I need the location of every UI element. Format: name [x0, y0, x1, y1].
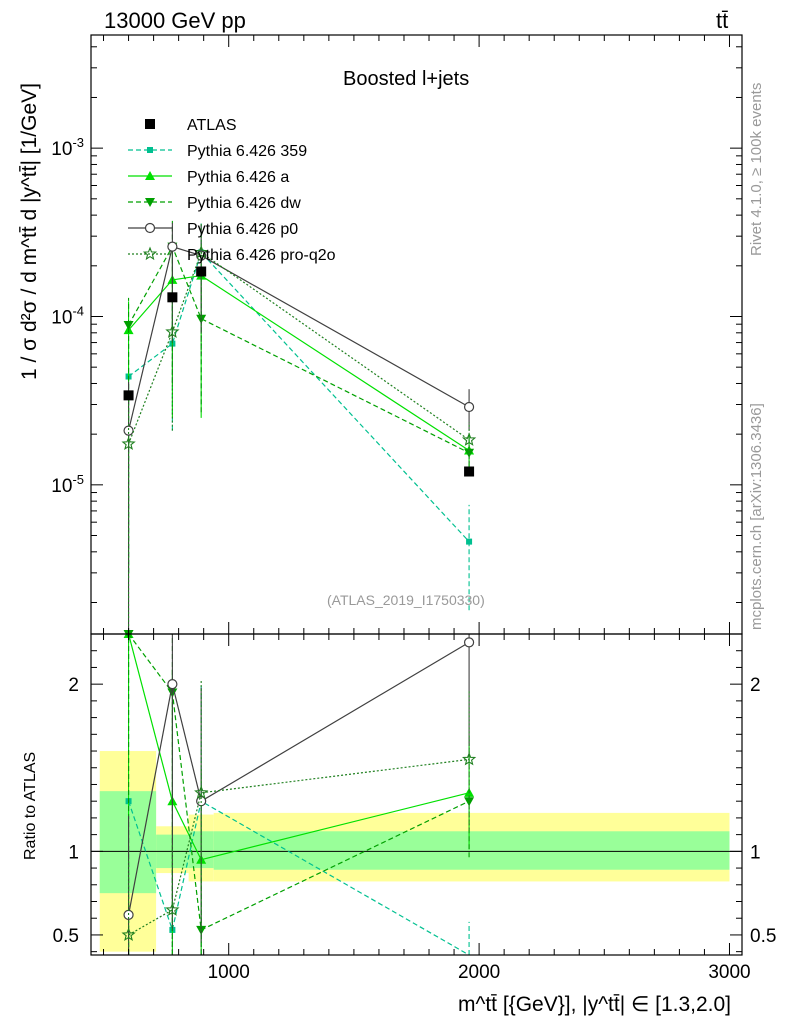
y-tick-label: 10-4: [51, 303, 84, 328]
plot-title: Boosted l+jets: [343, 68, 470, 90]
atlas-data-point: [464, 466, 475, 477]
series-line: [127, 245, 470, 431]
legend-marker: [142, 246, 158, 261]
legend-label: Pythia 6.426 359: [187, 143, 307, 160]
energy-label: 13000 GeV pp: [104, 8, 246, 33]
ratio-band-stat: [99, 791, 157, 894]
y-axis-title: 1 / σ d²σ / d m^tt̄ d |y^tt̄| [1/GeV]: [18, 83, 41, 380]
y-tick-label: 10-5: [51, 472, 84, 497]
x-tick-label: 3000: [708, 962, 750, 983]
series-ratio-line: [127, 800, 470, 956]
x-tick-label: 1000: [208, 962, 250, 983]
data-point: [123, 425, 134, 436]
series-pythia-6-426-p0: [127, 222, 470, 955]
legend-label: Pythia 6.426 pro-q2o: [187, 247, 336, 264]
data-point: [194, 245, 209, 259]
ratio-point: [461, 751, 477, 766]
ratio-y-tick-label: 1: [750, 842, 761, 863]
ratio-point: [194, 785, 209, 799]
legend-marker: [144, 222, 156, 234]
legend-label: Pythia 6.426 dw: [187, 195, 301, 212]
data-point: [466, 538, 473, 545]
legend: ATLAS Pythia 6.426 359 Pythia 6.426 a Pythi…: [128, 117, 336, 264]
series-line: [128, 245, 470, 454]
ratio-y-tick-label: 0.5: [750, 926, 776, 947]
series-ratio-line: [128, 758, 470, 936]
ratio-point: [167, 679, 178, 690]
legend-marker: [147, 147, 153, 153]
ratio-y-tick-label: 0.5: [53, 926, 79, 947]
analysis-id: (ATLAS_2019_I1750330): [327, 592, 485, 608]
legend-marker: [145, 198, 155, 207]
ratio-y-tick-label: 2: [750, 675, 761, 696]
data-point: [121, 436, 136, 451]
series-ratio-line: [127, 633, 470, 861]
data-point: [165, 324, 180, 339]
series-line: [127, 251, 470, 445]
series-ratio-line: [128, 633, 470, 931]
legend-marker: [145, 171, 155, 180]
legend-label: Pythia 6.426 p0: [187, 221, 298, 238]
rivet-version-label: Rivet 4.1.0, ≥ 100k events: [748, 82, 765, 256]
legend-label: Pythia 6.426 a: [187, 169, 289, 186]
x-tick-label: 2000: [458, 962, 500, 983]
series-line: [128, 251, 470, 543]
legend-label: ATLAS: [187, 117, 237, 134]
series-line: [128, 274, 470, 451]
process-label: tt̄: [716, 8, 729, 33]
data-point: [123, 321, 134, 331]
data-point: [167, 241, 178, 252]
data-point: [463, 401, 475, 413]
ratio-point: [464, 797, 475, 807]
ratio-band-stat: [213, 831, 730, 870]
series-ratio-line: [127, 641, 470, 915]
x-axis-title: m^tt̄ [{GeV}], |y^tt̄| ∈ [1.3,2.0]: [458, 993, 732, 1016]
ratio-y-tick-label: 2: [68, 675, 79, 696]
ratio-plot-frame: [90, 633, 743, 956]
data-point: [461, 432, 477, 446]
atlas-data-point: [123, 390, 134, 401]
ratio-y-tick-label: 1: [68, 842, 79, 863]
mcplots-label: mcplots.cern.ch [arXiv:1306.3436]: [748, 403, 765, 630]
ratio-y-axis-title: Ratio to ATLAS: [22, 751, 39, 860]
atlas-data-point: [196, 266, 207, 277]
ratio-point: [121, 927, 136, 942]
y-tick-label: 10-3: [51, 135, 84, 160]
series-pythia-6-426-pro-q2o: [127, 222, 470, 955]
ratio-point: [463, 637, 475, 648]
atlas-data-point: [167, 292, 178, 303]
ratio-point: [165, 902, 180, 916]
legend-marker: [145, 119, 155, 129]
